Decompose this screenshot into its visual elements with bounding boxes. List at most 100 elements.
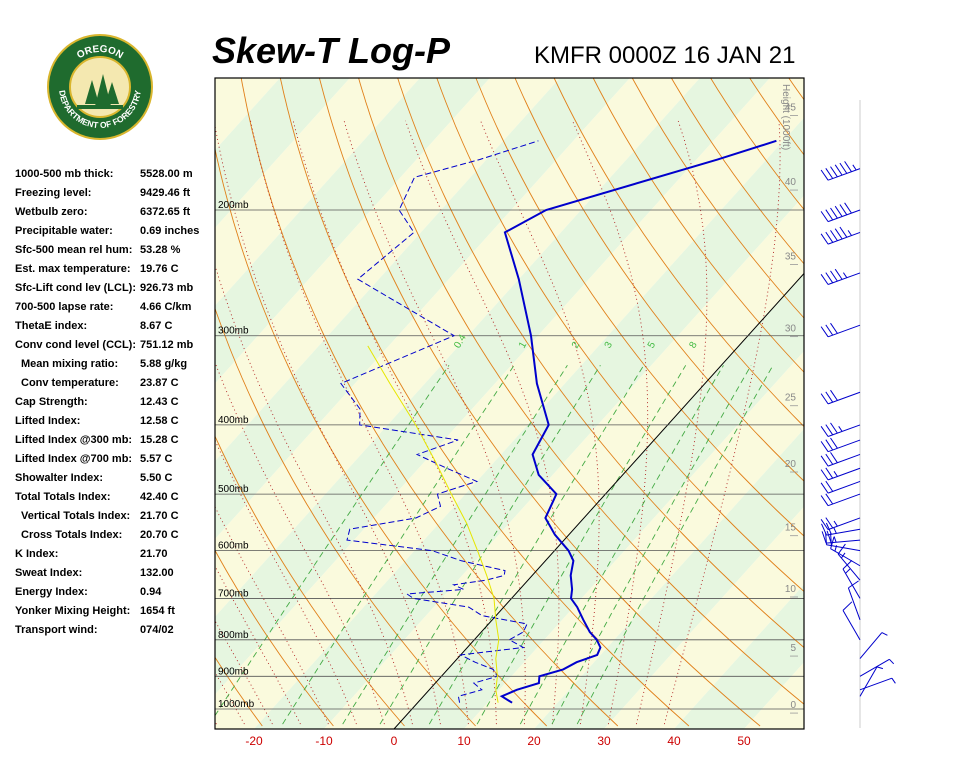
wind-barb (821, 530, 861, 544)
x-tick-label: 10 (457, 734, 471, 748)
index-label: Total Totals Index: (15, 491, 111, 503)
index-label: Est. max temperature: (15, 263, 131, 275)
index-row: Sweat Index: 132.00 (15, 567, 215, 586)
index-label: Conv cond level (CCL): (15, 339, 137, 351)
index-row: Sfc-Lift cond lev (LCL): 926.73 mb (15, 282, 215, 301)
zero-isotherm (393, 272, 804, 729)
index-label: Mean mixing ratio: (21, 358, 119, 370)
wind-barb (859, 658, 895, 677)
wind-barb (847, 580, 861, 620)
index-label: Wetbulb zero: (15, 206, 88, 218)
wind-barb (821, 522, 861, 536)
pressure-label: 600mb (218, 541, 249, 552)
index-row: 700-500 lapse rate: 4.66 C/km (15, 301, 215, 320)
pressure-label: 800mb (218, 630, 249, 641)
index-row: Transport wind: 074/02 (15, 624, 215, 643)
index-value: 132.00 (140, 567, 174, 579)
dry-adiabat (215, 307, 476, 727)
chart-title: Skew-T Log-P (212, 30, 451, 71)
height-tick-label: 20 (785, 459, 797, 470)
height-tick-label: 10 (785, 584, 797, 595)
dry-adiabat (592, 78, 804, 373)
pressure-label: 1000mb (218, 699, 255, 710)
index-label: Showalter Index: (15, 472, 104, 484)
oregon-forestry-logo: OREGON DEPARTMENT OF FORESTRY (47, 34, 153, 140)
wind-barb (842, 601, 861, 641)
wind-barb (820, 422, 861, 437)
index-value: 4.66 C/km (140, 301, 192, 313)
index-value: 751.12 mb (140, 339, 194, 351)
index-label: Sfc-500 mean rel hum: (15, 244, 133, 256)
index-row: Vertical Totals Index: 21.70 C (15, 510, 215, 529)
index-row: Sfc-500 mean rel hum: 53.28 % (15, 244, 215, 263)
mixing-ratio-label: 3 (603, 340, 616, 351)
dry-adiabat (436, 78, 804, 593)
index-label: ThetaE index: (15, 320, 88, 332)
plot-area (0, 78, 960, 729)
parcel-line (367, 345, 500, 703)
index-value: 1654 ft (140, 605, 175, 617)
index-value: 21.70 C (140, 510, 179, 522)
pressure-label: 700mb (218, 588, 249, 599)
height-tick-label: 0 (790, 700, 796, 711)
index-value: 53.28 % (140, 244, 181, 256)
height-tick-label: 25 (785, 393, 797, 404)
temperature-line (499, 139, 777, 704)
index-value: 0.69 inches (140, 225, 200, 237)
pressure-label: 200mb (218, 200, 249, 211)
dry-adiabat (710, 78, 804, 211)
index-value: 074/02 (140, 624, 174, 636)
index-row: Precipitable water: 0.69 inches (15, 225, 215, 244)
wind-barb (820, 161, 861, 181)
wind-barb (842, 560, 861, 599)
wind-barb (820, 467, 861, 481)
wind-barb (820, 437, 861, 453)
isotherm-band (744, 662, 804, 729)
index-value: 20.70 C (140, 529, 179, 541)
dry-adiabat (0, 78, 120, 726)
plot-border (214, 77, 805, 730)
isotherm-band (0, 78, 210, 729)
x-tick-label: -20 (245, 734, 263, 748)
height-tick-label: 40 (785, 177, 797, 188)
index-row: Energy Index: 0.94 (15, 586, 215, 605)
wind-barb (820, 517, 861, 531)
dry-adiabat (475, 78, 804, 537)
logo-top-text: OREGON (75, 44, 125, 61)
dry-adiabat (553, 78, 804, 428)
dry-adiabat (788, 78, 804, 101)
station-time-label: KMFR 0000Z 16 JAN 21 (534, 42, 796, 69)
dry-adiabat (945, 78, 960, 726)
mixing-ratio-line (476, 365, 687, 725)
index-value: 9429.46 ft (140, 187, 191, 199)
wind-barb (820, 202, 861, 223)
dry-adiabat (397, 78, 804, 649)
index-row: 1000-500 mb thick: 5528.00 m (15, 168, 215, 187)
x-tick-label: -10 (315, 734, 333, 748)
index-label: 1000-500 mb thick: (15, 168, 114, 180)
pressure-label: 500mb (218, 484, 249, 495)
index-row: ThetaE index: 8.67 C (15, 320, 215, 339)
dry-adiabat (631, 78, 804, 319)
wind-barb (859, 632, 888, 659)
mixing-ratio-label: 5 (646, 340, 659, 351)
pressure-label: 900mb (218, 666, 249, 677)
dry-adiabat (279, 78, 690, 727)
height-tick-label: 15 (785, 523, 797, 534)
index-label: Vertical Totals Index: (21, 510, 131, 522)
wind-barb (820, 480, 861, 494)
index-label: Precipitable water: (15, 225, 113, 237)
isotherm-band (464, 351, 804, 729)
height-tick-label: 35 (785, 251, 797, 262)
dry-adiabat (671, 78, 804, 265)
index-label: Yonker Mixing Height: (15, 605, 131, 617)
dry-adiabat (215, 549, 334, 727)
index-value: 5.88 g/kg (140, 358, 188, 370)
wind-barb (820, 452, 861, 467)
dry-adiabat (240, 78, 619, 727)
index-value: 5.50 C (140, 472, 173, 484)
index-label: Lifted Index: (15, 415, 81, 427)
wind-barb (820, 322, 861, 338)
wind-barb (859, 666, 884, 697)
dry-adiabat (906, 78, 960, 726)
